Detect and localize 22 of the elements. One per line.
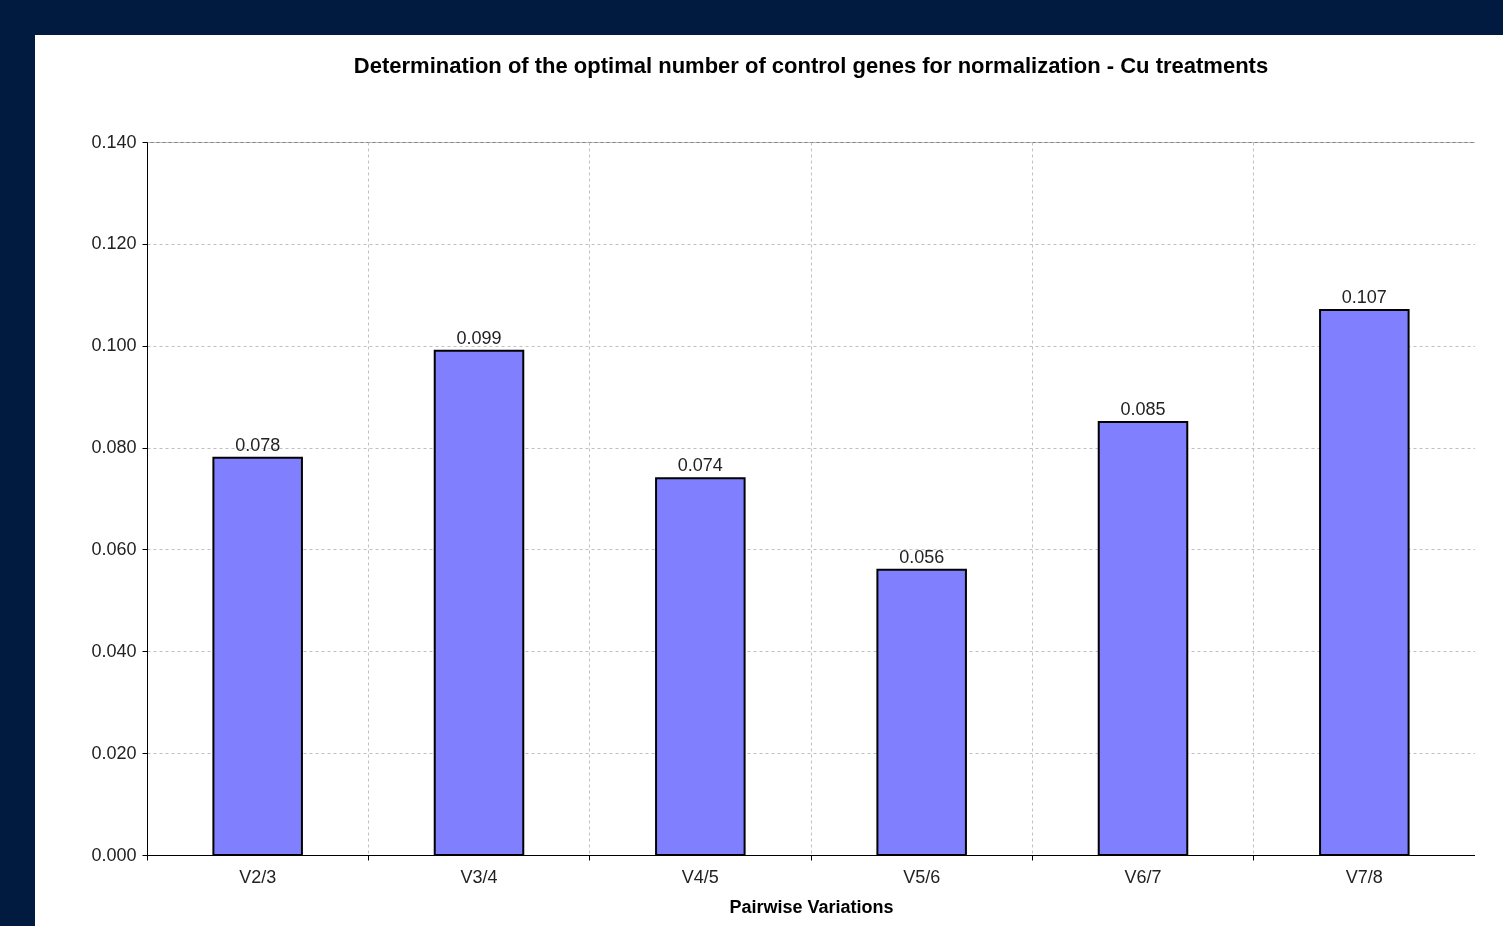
data-label: 0.078 — [235, 434, 281, 455]
data-label: 0.074 — [677, 455, 723, 476]
x-tick-label: V2/3 — [239, 866, 277, 887]
data-label: 0.056 — [899, 546, 945, 567]
x-tick-label: V6/7 — [1124, 866, 1162, 887]
x-tick-label: V3/4 — [460, 866, 498, 887]
y-tick-label: 0.060 — [91, 538, 137, 559]
x-tick-label: V7/8 — [1345, 866, 1383, 887]
x-tick-label: V5/6 — [903, 866, 941, 887]
y-tick-label: 0.080 — [91, 437, 137, 458]
y-tick-label: 0.040 — [91, 640, 137, 661]
y-tick-label: 0.100 — [91, 335, 137, 356]
data-label: 0.085 — [1120, 399, 1166, 420]
y-tick-label: 0.020 — [91, 742, 137, 763]
y-tick-label: 0.000 — [91, 844, 137, 865]
y-tick-label: 0.120 — [91, 233, 137, 254]
y-tick-label: 0.140 — [91, 131, 137, 152]
x-axis-title: Pairwise Variations — [729, 896, 894, 917]
x-tick-label: V4/5 — [681, 866, 719, 887]
data-label: 0.099 — [456, 327, 502, 348]
data-label: 0.107 — [1341, 287, 1387, 308]
chart-title: Determination of the optimal number of control genes for normalization - Cu treatments — [353, 53, 1269, 78]
